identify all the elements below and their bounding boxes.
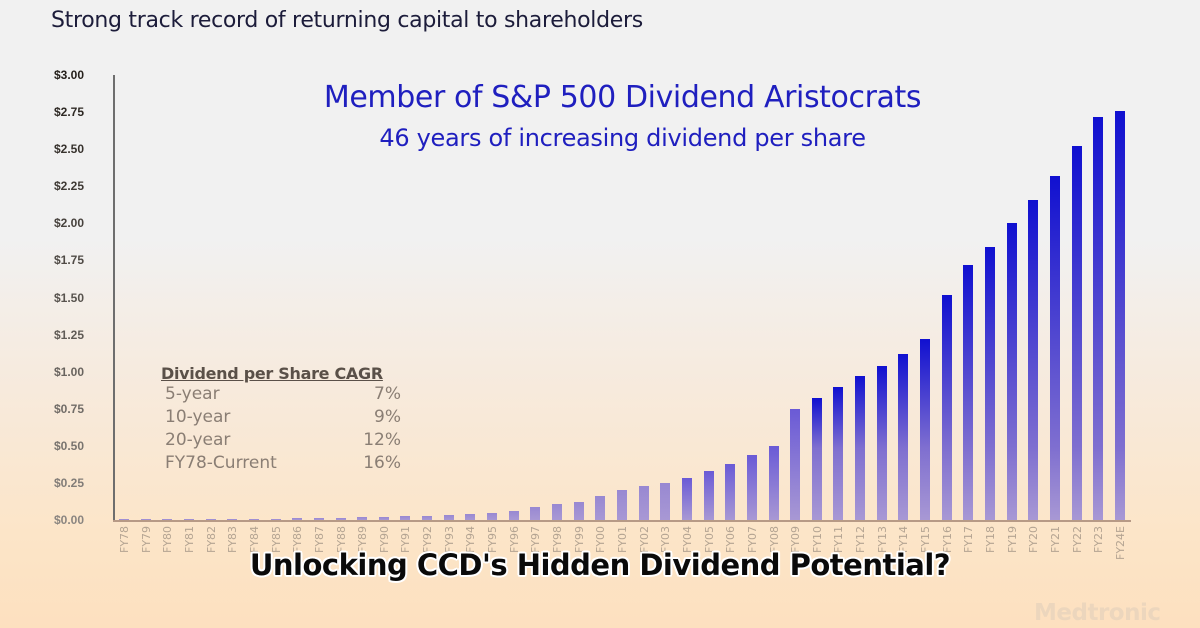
y-tick-label: $2.50	[54, 142, 85, 157]
bar-fy94	[465, 514, 476, 520]
bar-fy21	[1049, 175, 1060, 520]
bar-fy85	[270, 518, 281, 520]
bar-fy78	[119, 518, 129, 520]
y-tick-label: $0.75	[54, 401, 85, 416]
cagr-label: 20-year	[165, 430, 231, 450]
cagr-label: 10-year	[165, 407, 231, 427]
bar-fy79	[140, 518, 151, 520]
bar-fy09	[790, 408, 801, 520]
cagr-value: 12%	[363, 430, 401, 450]
brand-watermark: Medtronic	[1034, 600, 1161, 626]
bar-fy87	[313, 518, 324, 520]
y-tick-label: $3.00	[54, 68, 85, 82]
bar-fy95	[487, 513, 498, 520]
bar-fy90	[378, 517, 389, 520]
cagr-table: Dividend per Share CAGR 5-year 7% 10-yea…	[161, 364, 401, 475]
page-title: Strong track record of returning capital…	[51, 8, 643, 33]
bar-fy96	[508, 511, 519, 520]
x-axis	[113, 520, 1131, 522]
bar-fy10	[811, 398, 822, 520]
bar-fy04	[681, 478, 692, 520]
cagr-label: FY78-Current	[165, 453, 277, 473]
bar-fy98	[552, 503, 562, 520]
y-tick-label: $2.00	[54, 216, 85, 231]
bar-fy82	[205, 518, 216, 520]
bar-fy01	[616, 490, 627, 520]
bar-fy05	[703, 471, 714, 520]
bar-fy12	[855, 376, 866, 520]
bar-fy91	[400, 516, 411, 520]
bar-fy22	[1071, 146, 1082, 520]
cagr-value: 7%	[374, 384, 401, 404]
bar-fy02	[638, 485, 649, 520]
cagr-label: 5-year	[165, 384, 220, 404]
cagr-row: FY78-Current 16%	[161, 452, 401, 475]
bar-fy08	[768, 445, 779, 520]
bar-fy89	[357, 517, 368, 520]
bar-fy14	[898, 353, 909, 520]
cagr-heading: Dividend per Share CAGR	[161, 364, 383, 383]
bar-fy19	[1006, 223, 1017, 520]
y-tick-label: $0.25	[54, 475, 85, 490]
bar-fy13	[876, 365, 887, 520]
y-tick-label: $2.25	[54, 179, 85, 194]
bar-fy83	[227, 518, 238, 520]
bar-fy92	[422, 515, 433, 520]
y-tick-label: $1.25	[54, 327, 85, 342]
bar-fy20	[1028, 199, 1039, 520]
bar-fy80	[162, 518, 173, 520]
bar-fy17	[963, 264, 974, 520]
bar-fy84	[248, 518, 259, 520]
bar-fy99	[573, 502, 584, 520]
y-tick-label: $0.00	[54, 513, 85, 527]
bar-fy18	[985, 247, 995, 520]
bar-fy06	[725, 463, 736, 520]
bar-fy86	[292, 518, 303, 520]
bar-fy88	[335, 517, 346, 520]
y-axis	[113, 75, 115, 521]
bar-fy24e	[1114, 110, 1125, 520]
cagr-value: 9%	[374, 407, 401, 427]
bar-fy11	[833, 386, 844, 520]
bar-fy16	[941, 294, 952, 520]
bar-fy07	[746, 454, 757, 520]
bar-fy03	[660, 482, 671, 520]
bar-fy15	[920, 339, 931, 520]
y-tick-label: $1.75	[54, 253, 85, 268]
bar-fy97	[530, 506, 541, 520]
cagr-row: 10-year 9%	[161, 406, 401, 429]
y-tick-label: $1.50	[54, 290, 85, 305]
cagr-value: 16%	[363, 453, 401, 473]
y-tick-label: $2.75	[54, 105, 85, 120]
chart-title: Member of S&P 500 Dividend Aristocrats	[323, 80, 922, 115]
y-tick-label: $0.50	[54, 438, 85, 453]
cagr-row: 5-year 7%	[161, 383, 401, 406]
bar-fy81	[183, 518, 194, 520]
bar-fy00	[595, 496, 606, 520]
bar-fy93	[443, 514, 454, 520]
bar-fy23	[1093, 116, 1104, 520]
chart-subtitle: 46 years of increasing dividend per shar…	[379, 124, 866, 152]
y-tick-label: $1.00	[54, 364, 85, 379]
cagr-row: 20-year 12%	[161, 429, 401, 452]
headline-overlay: Unlocking CCD's Hidden Dividend Potentia…	[249, 548, 951, 582]
